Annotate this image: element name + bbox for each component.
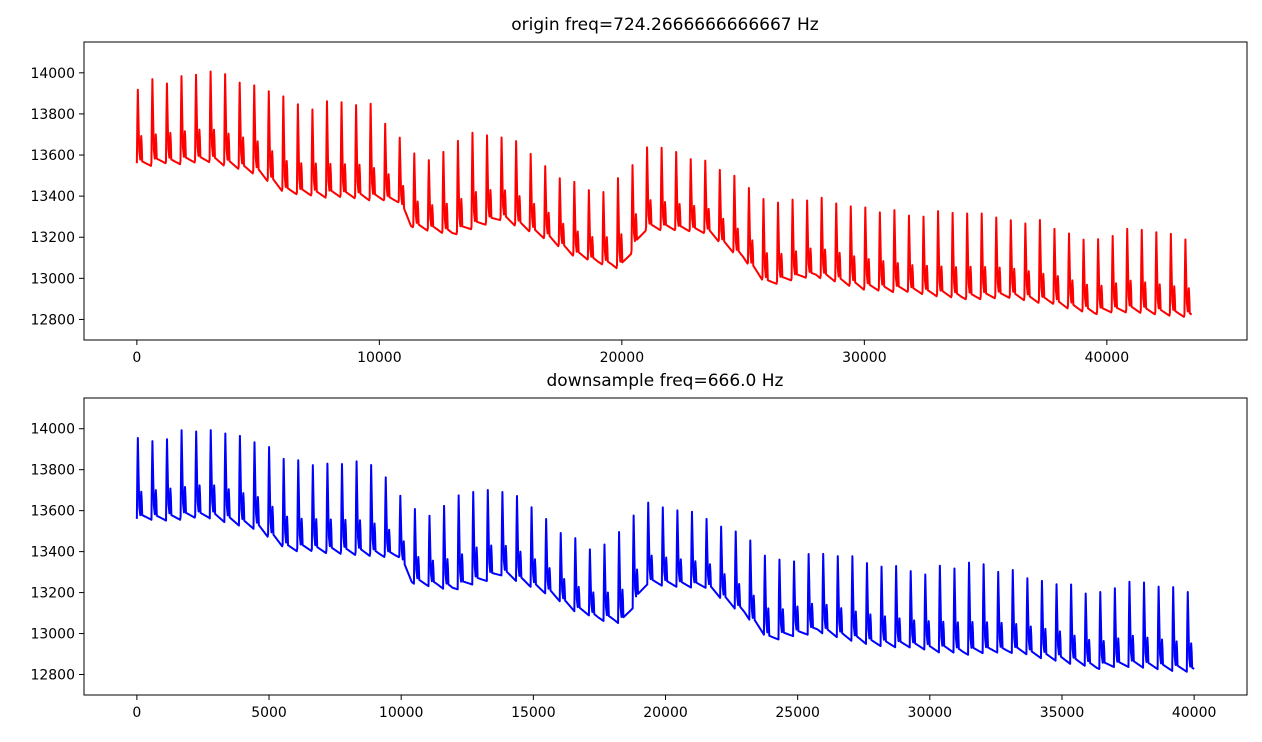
plot-frame xyxy=(83,397,1248,696)
x-tick-label: 30000 xyxy=(842,350,887,366)
y-axis: 12800 13000 13200 13400 13600 13800 14000 xyxy=(30,66,84,328)
plot-area xyxy=(135,70,1193,318)
y-tick-label: 14000 xyxy=(30,422,75,438)
x-tick-label: 20000 xyxy=(600,350,645,366)
x-tick-label: 10000 xyxy=(357,350,402,366)
y-tick-label: 13600 xyxy=(30,504,75,520)
x-axis: 0 5000 10000 15000 20000 25000 30000 35000 40000 xyxy=(132,695,1216,721)
plot-area xyxy=(135,429,1195,673)
y-tick-label: 12800 xyxy=(30,668,75,684)
y-tick-label: 13400 xyxy=(30,545,75,561)
x-tick-label: 0 xyxy=(132,705,141,721)
x-axis: 0 10000 20000 30000 40000 xyxy=(132,340,1129,366)
y-tick-label: 13600 xyxy=(30,148,75,164)
y-tick-label: 13400 xyxy=(30,189,75,205)
series-line xyxy=(135,429,1195,673)
y-tick-label: 13800 xyxy=(30,463,75,479)
x-tick-label: 0 xyxy=(132,350,141,366)
series-line xyxy=(135,70,1193,318)
chart-title: origin freq=724.2666666666667 Hz xyxy=(511,15,819,35)
y-tick-label: 13800 xyxy=(30,107,75,123)
x-tick-label: 35000 xyxy=(1040,705,1085,721)
y-tick-label: 13000 xyxy=(30,627,75,643)
x-tick-label: 25000 xyxy=(775,705,820,721)
chart-origin: origin freq=724.2666666666667 Hz 12800 13… xyxy=(30,15,1248,366)
plot-frame xyxy=(83,41,1248,341)
chart-title: downsample freq=666.0 Hz xyxy=(547,371,784,391)
y-tick-label: 13000 xyxy=(30,271,75,287)
y-tick-label: 12800 xyxy=(30,312,75,328)
chart-downsample: downsample freq=666.0 Hz 12800 13000 13200… xyxy=(30,371,1248,721)
x-tick-label: 10000 xyxy=(379,705,424,721)
y-axis: 12800 13000 13200 13400 13600 13800 14000 xyxy=(30,422,84,684)
x-tick-label: 40000 xyxy=(1085,350,1130,366)
x-tick-label: 30000 xyxy=(908,705,953,721)
x-tick-label: 15000 xyxy=(511,705,556,721)
x-tick-label: 5000 xyxy=(251,705,287,721)
x-tick-label: 40000 xyxy=(1172,705,1217,721)
x-tick-label: 20000 xyxy=(643,705,688,721)
y-tick-label: 14000 xyxy=(30,66,75,82)
y-tick-label: 13200 xyxy=(30,230,75,246)
y-tick-label: 13200 xyxy=(30,586,75,602)
